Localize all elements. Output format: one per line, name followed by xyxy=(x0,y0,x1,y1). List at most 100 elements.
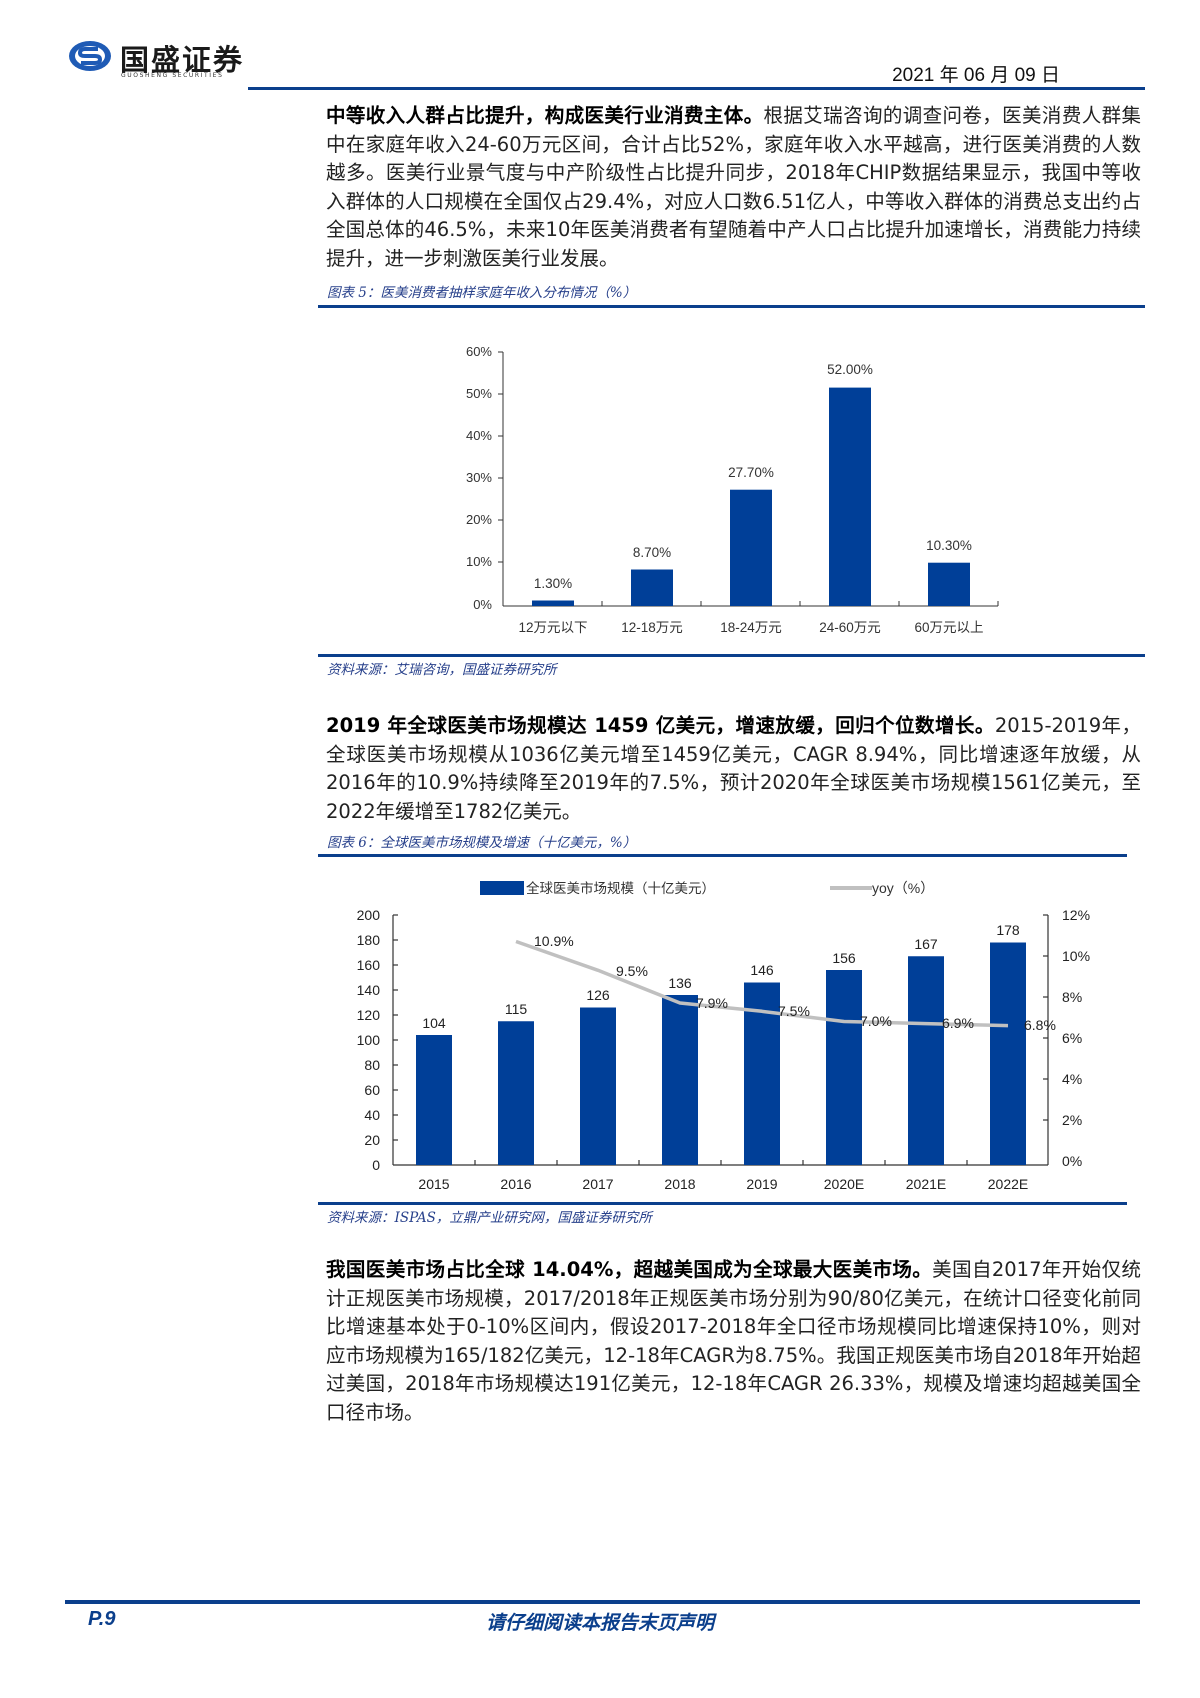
svg-text:2%: 2% xyxy=(1062,1112,1082,1128)
svg-text:2021E: 2021E xyxy=(906,1176,946,1192)
svg-text:12-18万元: 12-18万元 xyxy=(621,620,683,635)
paragraph-body: 2015-2019年，全球医美市场规模从1036亿美元增至1459亿美元，CAG… xyxy=(326,714,1141,823)
svg-text:100: 100 xyxy=(357,1032,381,1048)
paragraph-middle-income: 中等收入人群占比提升，构成医美行业消费主体。根据艾瑞咨询的调查问卷，医美消费人群… xyxy=(326,102,1141,273)
paragraph-body: 美国自2017年开始仅统计正规医美市场规模，2017/2018年正规医美市场分别… xyxy=(326,1258,1141,1424)
svg-text:10%: 10% xyxy=(466,554,492,569)
bar-under-12 xyxy=(532,600,574,606)
svg-text:20: 20 xyxy=(364,1132,380,1148)
svg-text:6.9%: 6.9% xyxy=(942,1015,974,1031)
paragraph-china-market: 我国医美市场占比全球 14.04%，超越美国成为全球最大医美市场。美国自2017… xyxy=(326,1256,1141,1427)
logo-text-en: GUOSHENG SECURITIES xyxy=(121,72,224,79)
svg-text:60: 60 xyxy=(364,1082,380,1098)
bar-24-60 xyxy=(829,387,871,606)
svg-text:60万元以上: 60万元以上 xyxy=(914,620,983,635)
svg-text:8.70%: 8.70% xyxy=(633,545,671,560)
guosheng-logo-icon xyxy=(68,40,112,71)
svg-text:0%: 0% xyxy=(473,597,492,612)
bar-18-24 xyxy=(730,489,772,606)
svg-text:7.5%: 7.5% xyxy=(778,1003,810,1019)
svg-text:115: 115 xyxy=(505,1001,528,1017)
svg-text:178: 178 xyxy=(996,922,1020,938)
paragraph-lead: 2019 年全球医美市场规模达 1459 亿美元，增速放缓，回归个位数增长。 xyxy=(326,714,995,737)
figure-6-bottom-rule xyxy=(318,1202,1127,1205)
svg-text:27.70%: 27.70% xyxy=(728,465,774,480)
svg-text:40%: 40% xyxy=(466,428,492,443)
svg-text:200: 200 xyxy=(357,907,381,923)
svg-text:156: 156 xyxy=(832,950,856,966)
page-number: P.9 xyxy=(88,1608,116,1630)
svg-text:12%: 12% xyxy=(1062,907,1090,923)
svg-text:160: 160 xyxy=(357,957,381,973)
svg-text:136: 136 xyxy=(668,975,692,991)
logo-text-cn: 国盛证券 xyxy=(120,43,245,77)
bar-2017 xyxy=(580,1007,616,1165)
svg-text:52.00%: 52.00% xyxy=(827,362,873,377)
bar-2015 xyxy=(416,1035,452,1165)
svg-text:12万元以下: 12万元以下 xyxy=(518,620,587,635)
bar-over-60 xyxy=(928,562,970,606)
yoy-line xyxy=(515,939,1009,1028)
bar-2016 xyxy=(498,1021,534,1165)
svg-text:146: 146 xyxy=(750,962,774,978)
bar-12-18 xyxy=(631,569,673,606)
svg-text:10.30%: 10.30% xyxy=(926,538,972,553)
footer-divider xyxy=(65,1600,1140,1604)
svg-text:2018: 2018 xyxy=(664,1176,695,1192)
svg-text:20%: 20% xyxy=(466,512,492,527)
svg-text:2015: 2015 xyxy=(418,1176,449,1192)
svg-text:9.5%: 9.5% xyxy=(616,963,648,979)
paragraph-lead: 我国医美市场占比全球 14.04%，超越美国成为全球最大医美市场。 xyxy=(326,1258,933,1281)
svg-text:60%: 60% xyxy=(466,344,492,359)
svg-text:10.9%: 10.9% xyxy=(534,933,574,949)
paragraph-body: 根据艾瑞咨询的调查问卷，医美消费人群集中在家庭年收入24-60万元区间，合计占比… xyxy=(326,104,1141,270)
chart-legend: 全球医美市场规模（十亿美元） yoy（%） xyxy=(480,880,934,896)
figure-5-top-rule xyxy=(318,305,1145,308)
report-date: 2021 年 06 月 09 日 xyxy=(892,65,1060,86)
svg-text:104: 104 xyxy=(422,1015,446,1031)
global-market-size-chart: 全球医美市场规模（十亿美元） yoy（%） 200 180 160 140 12… xyxy=(357,880,1090,1192)
svg-text:7.9%: 7.9% xyxy=(696,995,728,1011)
svg-text:80: 80 xyxy=(364,1057,380,1073)
paragraph-global-market: 2019 年全球医美市场规模达 1459 亿美元，增速放缓，回归个位数增长。20… xyxy=(326,712,1141,826)
svg-text:全球医美市场规模（十亿美元）: 全球医美市场规模（十亿美元） xyxy=(526,880,715,896)
svg-text:1.30%: 1.30% xyxy=(534,576,572,591)
bar-2020E xyxy=(826,970,862,1165)
svg-text:120: 120 xyxy=(357,1007,381,1023)
svg-text:10%: 10% xyxy=(1062,948,1090,964)
svg-text:50%: 50% xyxy=(466,386,492,401)
paragraph-lead: 中等收入人群占比提升，构成医美行业消费主体。 xyxy=(326,104,764,127)
svg-text:2017: 2017 xyxy=(582,1176,613,1192)
svg-text:167: 167 xyxy=(914,936,938,952)
income-distribution-chart: 60% 50% 40% 30% 20% 10% 0% 1.30% 8.70% 2… xyxy=(466,344,999,635)
svg-text:4%: 4% xyxy=(1062,1071,1082,1087)
figure-5-bottom-rule xyxy=(318,654,1145,657)
svg-text:8%: 8% xyxy=(1062,989,1082,1005)
svg-text:30%: 30% xyxy=(466,470,492,485)
svg-text:0: 0 xyxy=(372,1157,380,1173)
svg-text:180: 180 xyxy=(357,932,381,948)
figure-5-caption: 图表 5：医美消费者抽样家庭年收入分布情况（%） xyxy=(327,285,637,301)
svg-text:2022E: 2022E xyxy=(988,1176,1028,1192)
header-divider xyxy=(248,87,1145,90)
svg-text:6.8%: 6.8% xyxy=(1024,1017,1056,1033)
bar-2018 xyxy=(662,995,698,1165)
svg-text:0%: 0% xyxy=(1062,1153,1082,1169)
svg-text:140: 140 xyxy=(357,982,381,998)
bar-2022E xyxy=(990,942,1026,1165)
svg-text:yoy（%）: yoy（%） xyxy=(872,880,934,896)
figure-5-source: 资料来源：艾瑞咨询，国盛证券研究所 xyxy=(327,662,557,678)
figure-6-source: 资料来源：ISPAS，立鼎产业研究网，国盛证券研究所 xyxy=(327,1210,652,1226)
svg-text:18-24万元: 18-24万元 xyxy=(720,620,782,635)
legend-bar-swatch xyxy=(480,881,524,895)
disclaimer-notice: 请仔细阅读本报告末页声明 xyxy=(485,1612,714,1634)
svg-text:2016: 2016 xyxy=(500,1176,531,1192)
svg-text:126: 126 xyxy=(586,987,610,1003)
figure-6-top-rule xyxy=(318,854,1127,857)
svg-text:2020E: 2020E xyxy=(824,1176,864,1192)
bar-2021E xyxy=(908,956,944,1165)
figure-6-caption: 图表 6：全球医美市场规模及增速（十亿美元，%） xyxy=(327,835,637,851)
svg-text:6%: 6% xyxy=(1062,1030,1082,1046)
svg-text:7.0%: 7.0% xyxy=(860,1013,892,1029)
svg-text:40: 40 xyxy=(364,1107,380,1123)
